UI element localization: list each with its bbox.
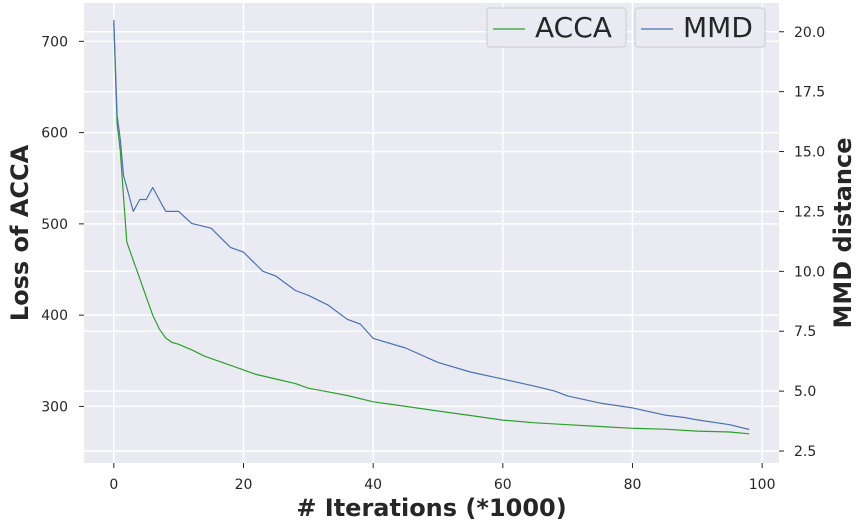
y-right-tick-label: 17.5 [794,85,825,101]
series-line-acca [113,23,750,435]
series-group [113,19,750,435]
y-left-tick-label: 500 [41,217,68,233]
x-axis-title: # Iterations (*1000) [296,494,566,522]
y-left-tick-label: 400 [41,308,68,324]
y-right-tick-label: 12.5 [794,204,825,220]
x-tick-label: 20 [235,477,253,493]
x-tick-label: 60 [494,477,512,493]
y-left-tick-label: 700 [41,34,68,50]
x-tick-label: 100 [749,477,776,493]
legend-box [486,7,627,48]
y-axis-left-title: Loss of ACCA [6,144,34,321]
y-right-tick-label: 15.0 [794,145,825,161]
y-right-tick-label: 10.0 [794,264,825,280]
y-axis-right-title: MMD distance [829,138,857,329]
x-tick-label: 80 [624,477,642,493]
x-tick-label: 40 [364,477,382,493]
legend-box [634,7,766,48]
y-right-tick-label: 7.5 [794,324,816,340]
y-right-tick-label: 2.5 [794,444,816,460]
ticks: 0 20 40 60 80 100 300 400 500 600 700 2.5 5.0 7.5 10.0… [41,25,825,493]
legend: ACCA MMD [486,7,766,48]
y-left-tick-label: 300 [41,399,68,415]
y-left-tick-label: 600 [41,126,68,142]
y-right-tick-label: 5.0 [794,384,816,400]
plot-area [84,3,779,463]
grid [84,3,779,463]
y-right-tick-label: 20.0 [794,25,825,41]
legend-label: ACCA [535,11,612,44]
series-line-mmd [113,19,750,431]
legend-label: MMD [683,11,753,44]
x-tick-label: 0 [109,477,118,493]
